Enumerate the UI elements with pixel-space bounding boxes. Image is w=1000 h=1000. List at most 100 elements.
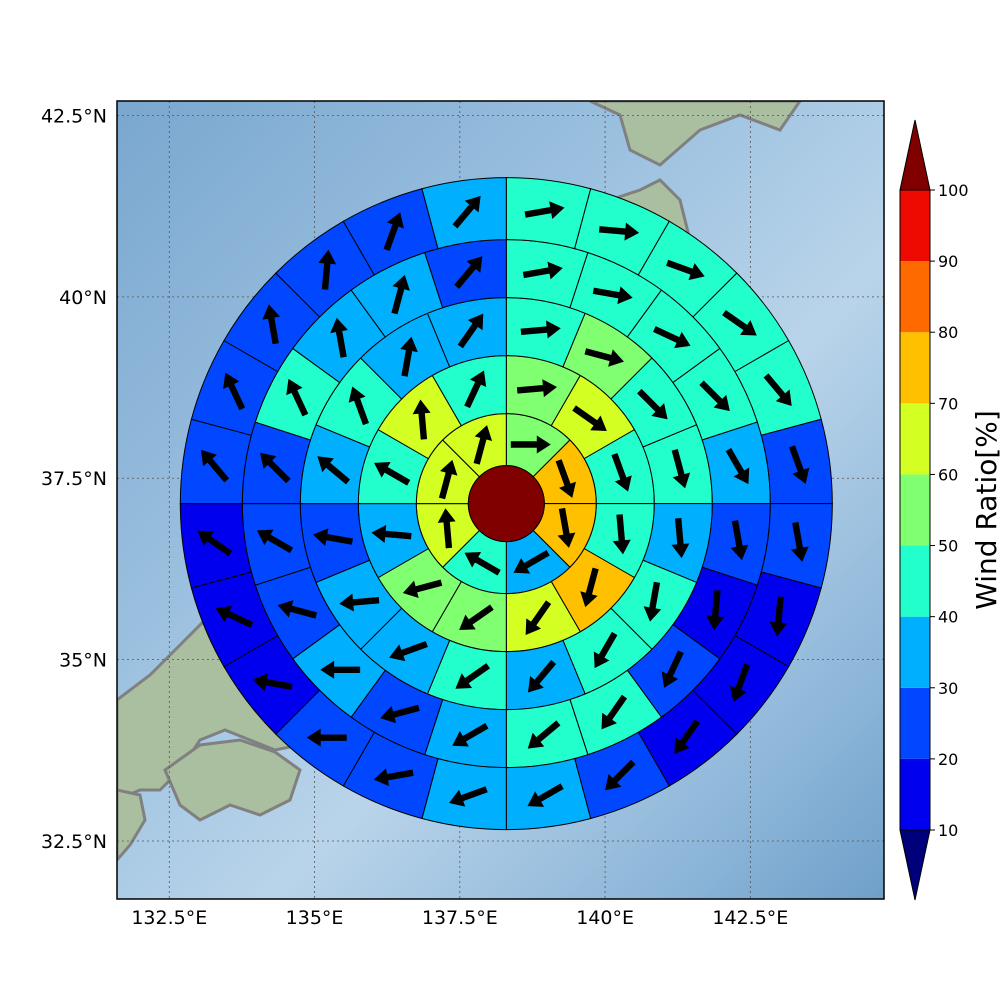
- wind-arrow-ring-4-2: [592, 286, 633, 305]
- wind-arrow-ring-3-4: [671, 448, 691, 489]
- colorbar-tick-label: 30: [938, 679, 958, 698]
- colorbar-tick-label: 70: [938, 394, 958, 413]
- wind-arrow-ring-3-11: [339, 593, 380, 612]
- colorbar-tick-label: 90: [938, 252, 958, 271]
- wind-arrow-ring-4-8: [661, 650, 684, 688]
- colorbar-bin-40-50: [900, 545, 930, 617]
- wind-arrow-ring-2-4: [612, 514, 631, 555]
- colorbar-bin-80-90: [900, 261, 930, 333]
- lat-tick-label: 42.5°N: [41, 106, 107, 128]
- wind-arrow-ring-5-19: [200, 449, 230, 483]
- wind-arrow-ring-2-9: [371, 524, 412, 543]
- wind-arrow-ring-4-18: [330, 317, 348, 358]
- wind-arrow-ring-4-12: [380, 704, 420, 724]
- axis-labels: 42.5°N40°N37.5°N35°N32.5°N 132.5°E 135°E 1…: [41, 106, 788, 929]
- wind-arrow-ring-3-16: [457, 313, 484, 349]
- wind-arrow-ring-4-6: [730, 520, 749, 561]
- wind-arrow-ring-4-5: [725, 447, 750, 485]
- latitude-tick-labels: 42.5°N 40°N 37.5°N 35°N 32.5°N: [41, 106, 107, 853]
- map-border: [116, 100, 885, 900]
- wind-arrow-ring-1-5: [464, 551, 501, 576]
- lat-tick-label: 40°N: [59, 287, 107, 309]
- wind-arrow-ring-5-9: [729, 663, 751, 703]
- colorbar-bin-50-60: [900, 474, 930, 546]
- colorbar-bin-60-70: [900, 403, 930, 475]
- colorbar-tick-label: 50: [938, 537, 958, 556]
- colorbar-bin-70-80: [900, 332, 930, 404]
- wind-arrow-ring-4-14: [277, 600, 318, 619]
- wind-arrow-ring-2-11: [412, 399, 431, 440]
- land-kyushu: [117, 788, 147, 863]
- wind-arrow-ring-3-6: [643, 581, 662, 622]
- colorbar-tick-label: 40: [938, 608, 958, 627]
- lon-tick-label: 142.5°E: [712, 907, 788, 929]
- wind-arrow-ring-4-15: [256, 529, 294, 554]
- wind-arrow-ring-3-14: [348, 386, 369, 426]
- lat-tick-label: 37.5°N: [41, 468, 107, 490]
- wind-arrow-ring-3-1: [520, 320, 561, 339]
- wind-arrow-ring-3-15: [400, 336, 418, 377]
- wind-arrow-ring-1-1: [510, 435, 551, 454]
- wind-arrow-ring-3-10: [389, 640, 428, 662]
- wind-arrow-ring-2-2: [572, 405, 607, 431]
- wind-arrow-ring-4-19: [391, 274, 410, 315]
- colorbar-under-extension: [899, 829, 931, 901]
- colorbar-tick-label: 60: [938, 465, 958, 484]
- wind-arrow-ring-5-17: [215, 605, 254, 628]
- wind-arrow-ring-5-11: [605, 759, 636, 791]
- wind-arrow-ring-3-3: [637, 388, 668, 420]
- wind-arrow-ring-5-20: [223, 372, 246, 411]
- wind-arrow-ring-5-23: [383, 212, 404, 251]
- wind-arrow-ring-1-8: [473, 425, 493, 465]
- wind-arrow-ring-1-7: [438, 459, 458, 500]
- wind-arrow-ring-5-21: [262, 304, 281, 345]
- wind-arrow-ring-4-7: [706, 590, 725, 631]
- colorbar-tick-label: 100: [938, 181, 969, 200]
- wind-arrow-ring-5-22: [318, 249, 337, 290]
- colorbar-title: Wind Ratio[%]: [970, 410, 1000, 610]
- wind-arrow-ring-2-12: [464, 370, 487, 409]
- wind-arrow-ring-1-6: [437, 508, 456, 549]
- wind-arrow-ring-5-13: [449, 786, 488, 807]
- colorbar: 10 20 30 40 50 60 70 80 90 100 Wind Ratio[%]: [899, 119, 1000, 901]
- wind-arrow-ring-4-9: [601, 694, 628, 730]
- wind-arrow-ring-5-12: [527, 783, 564, 807]
- wind-arrow-ring-1-4: [513, 549, 550, 574]
- wind-arrow-ring-5-4: [722, 309, 757, 336]
- wind-arrows: [197, 195, 810, 807]
- colorbar-ticks: 10 20 30 40 50 60 70 80 90 100: [930, 181, 969, 840]
- lon-tick-label: 132.5°E: [131, 907, 207, 929]
- wind-arrow-ring-1-3: [557, 507, 576, 548]
- wind-arrow-ring-4-1: [522, 261, 563, 280]
- wind-arrow-ring-2-1: [516, 379, 558, 398]
- wind-arrow-ring-2-5: [580, 567, 599, 608]
- ring-center-disc: [467, 465, 545, 543]
- wind-arrow-ring-2-3: [611, 452, 632, 492]
- map-frame: [116, 100, 885, 900]
- wind-arrow-ring-4-13: [320, 660, 361, 679]
- land-hokkaido: [589, 101, 802, 167]
- wind-arrow-ring-5-15: [306, 728, 347, 747]
- wind-arrow-ring-2-8: [402, 579, 443, 599]
- longitude-tick-labels: 132.5°E 135°E 137.5°E 140°E 142.5°E: [131, 907, 788, 929]
- wind-ring-sectors: [179, 177, 833, 831]
- wind-arrow-ring-5-24: [452, 195, 481, 229]
- colorbar-outline: [899, 189, 931, 831]
- wind-arrow-ring-2-6: [525, 600, 552, 635]
- wind-arrow-ring-5-16: [252, 673, 293, 692]
- wind-arrow-ring-4-17: [286, 378, 309, 417]
- wind-arrow-ring-4-3: [653, 326, 691, 349]
- colorbar-over-extension: [899, 119, 931, 191]
- wind-arrow-ring-5-18: [197, 530, 233, 557]
- colorbar-tick-label: 80: [938, 323, 958, 342]
- wind-arrow-ring-4-16: [260, 452, 291, 484]
- wind-arrow-ring-4-4: [699, 380, 730, 412]
- wind-arrow-ring-3-7: [593, 631, 618, 669]
- wind-arrow-ring-5-5: [763, 373, 792, 407]
- wind-arrow-ring-5-1: [524, 201, 565, 219]
- wind-arrow-ring-5-14: [373, 768, 414, 787]
- land-shikoku: [163, 738, 302, 822]
- colorbar-bin-90-100: [900, 190, 930, 262]
- colorbar-bin-20-30: [900, 687, 930, 759]
